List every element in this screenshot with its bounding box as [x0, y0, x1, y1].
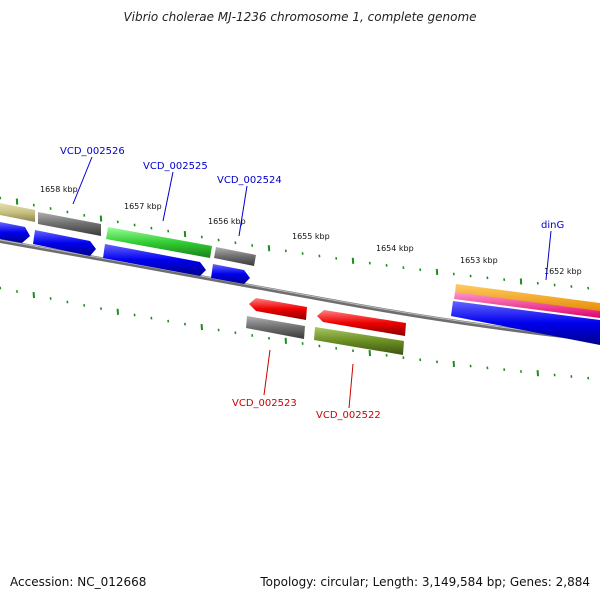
top-gene-labels: VCD_002526 VCD_002525 VCD_002524 dinG	[60, 146, 564, 281]
footer-accession: Accession: NC_012668	[10, 575, 147, 589]
scale-label: 1657 kbp	[124, 202, 162, 211]
forward-arrows	[0, 222, 600, 345]
gene-arrow-red[interactable]	[249, 298, 307, 320]
gene-arrow-blue[interactable]	[451, 301, 600, 345]
gene-feature-vcd-002523[interactable]	[246, 316, 305, 339]
gene-feature-vcd-002522[interactable]	[314, 327, 404, 355]
gene-feature-vcd-002526[interactable]	[38, 212, 101, 236]
gene-label-bottom[interactable]: VCD_002523	[232, 398, 297, 409]
gene-arrow-red[interactable]	[317, 310, 406, 336]
footer-summary: Topology: circular; Length: 3,149,584 bp…	[260, 575, 590, 589]
gene-feature-magenta[interactable]	[454, 292, 600, 318]
bottom-gene-labels: VCD_002523 VCD_002522	[232, 349, 381, 421]
gene-label-top[interactable]: VCD_002526	[60, 146, 125, 157]
gene-feature-orange[interactable]	[455, 284, 600, 312]
scale-label: 1658 kbp	[40, 185, 78, 194]
label-leader	[238, 185, 248, 237]
map-title: Vibrio cholerae MJ-1236 chromosome 1, co…	[123, 10, 477, 24]
gene-label-top[interactable]: VCD_002525	[143, 161, 208, 172]
gene-label-top[interactable]: VCD_002524	[217, 175, 282, 186]
gene-arrow-blue[interactable]	[211, 264, 250, 284]
label-leader	[348, 363, 354, 409]
scale-label: 1652 kbp	[544, 267, 582, 276]
gene-feature-olive[interactable]	[0, 203, 35, 222]
gene-label-top[interactable]: dinG	[541, 220, 564, 231]
scale-label: 1655 kbp	[292, 232, 330, 241]
scale-label: 1654 kbp	[376, 244, 414, 253]
gene-arrow-blue[interactable]	[0, 222, 30, 243]
scale-label: 1653 kbp	[460, 256, 498, 265]
gene-feature-vcd-002525[interactable]	[106, 227, 212, 258]
scale-labels: 1658 kbp 1657 kbp 1656 kbp 1655 kbp 1654…	[40, 185, 582, 276]
label-leader	[545, 230, 552, 281]
scale-label: 1656 kbp	[208, 217, 246, 226]
gene-feature-vcd-002524[interactable]	[214, 247, 256, 266]
chromosome-backbone	[0, 239, 600, 342]
label-leader	[72, 156, 93, 205]
gene-arrow-blue[interactable]	[33, 230, 96, 256]
gene-label-bottom[interactable]: VCD_002522	[316, 410, 381, 421]
lower-scale-ring	[0, 286, 590, 380]
upper-scale-ring	[0, 196, 590, 290]
reverse-genes	[246, 298, 406, 355]
gene-arrow-blue[interactable]	[103, 244, 206, 276]
label-leader	[263, 349, 271, 396]
forward-genes	[0, 203, 600, 318]
label-leader	[162, 171, 174, 222]
